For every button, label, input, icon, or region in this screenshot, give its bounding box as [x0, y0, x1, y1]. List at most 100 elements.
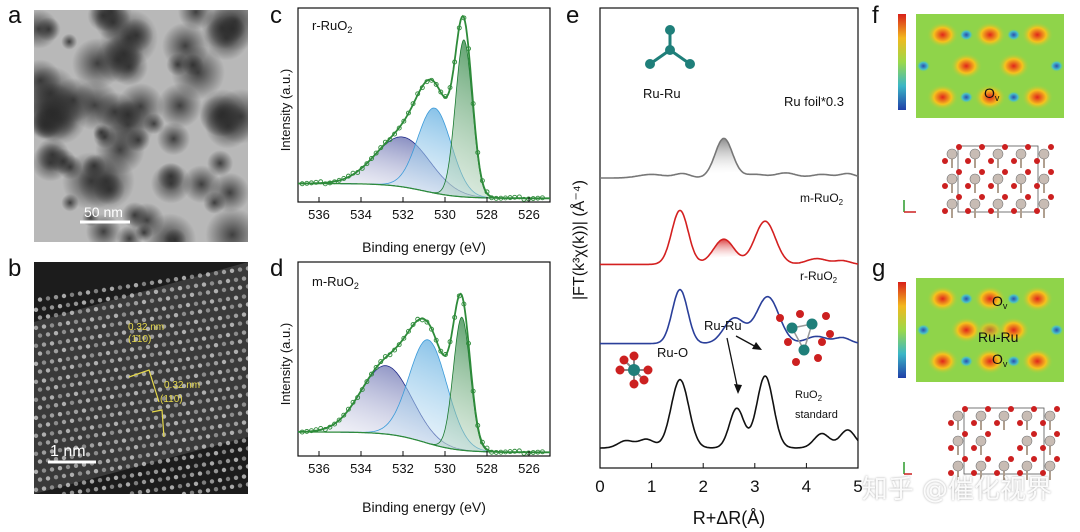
charge-density-map-g: Ov Ru-Ru Ov	[898, 278, 1064, 480]
data-point	[498, 195, 504, 201]
ru-atom	[1038, 173, 1050, 185]
data-point	[415, 316, 421, 322]
axis-triad-icon	[903, 462, 912, 475]
ru-atom	[952, 460, 964, 472]
ru-atom	[992, 173, 1004, 185]
arrow-line	[726, 337, 739, 391]
o-atom	[1025, 194, 1031, 200]
o-atom	[1002, 169, 1008, 175]
data-point	[470, 388, 476, 394]
ru-atom	[946, 198, 958, 210]
data-point	[475, 150, 481, 155]
data-point	[299, 429, 305, 435]
data-point	[456, 293, 462, 299]
data-point	[364, 379, 370, 385]
ru-atom	[969, 198, 981, 210]
crystal-structure-f	[942, 144, 1054, 218]
data-point	[341, 412, 347, 418]
data-point	[345, 173, 351, 179]
panel-letter-f: f	[872, 2, 879, 29]
data-point	[359, 387, 365, 393]
ru-cluster-icon	[776, 310, 834, 366]
data-point	[429, 326, 435, 332]
o-atom	[1031, 456, 1037, 462]
o-atom	[942, 183, 948, 189]
data-point	[424, 79, 430, 85]
o-atom	[1040, 470, 1046, 476]
o-atom	[994, 470, 1000, 476]
data-point	[470, 101, 476, 107]
ru-atom	[1044, 460, 1056, 472]
o-atom	[1008, 406, 1014, 412]
data-point	[484, 445, 490, 451]
data-point	[419, 317, 425, 323]
data-point	[318, 425, 324, 431]
ru-atom	[952, 410, 964, 422]
y-axis-label: |FT(k³χ(k))| (Å⁻⁴)	[569, 180, 588, 300]
ru-atom	[952, 435, 964, 447]
x-tick-label: 1	[647, 477, 656, 496]
lattice-d2: 0.32 nm	[164, 380, 200, 391]
o-atom	[971, 470, 977, 476]
o-atom	[985, 406, 991, 412]
o-atom	[971, 420, 977, 426]
data-point	[406, 328, 411, 334]
data-point	[322, 427, 328, 432]
data-point	[369, 371, 374, 377]
data-point	[396, 342, 402, 348]
ru-atom	[1038, 198, 1050, 210]
panel-letter-c: c	[270, 2, 282, 29]
data-point	[341, 176, 347, 181]
ru-atom	[1015, 173, 1027, 185]
data-point	[364, 161, 370, 167]
lattice-plane2: (110)	[160, 394, 183, 405]
ru-atom	[975, 435, 987, 447]
o-atom	[1031, 406, 1037, 412]
o-atom	[1017, 420, 1023, 426]
o-atom	[979, 169, 985, 175]
o-atom	[1025, 144, 1031, 150]
panel-letter-b: b	[8, 255, 22, 282]
x-tick-label: 0	[595, 477, 604, 496]
x-tick-label: 534	[350, 461, 372, 476]
x-tick-label: 4	[802, 477, 811, 496]
ru-ru-peak-fill	[705, 138, 742, 174]
data-point	[327, 424, 333, 430]
std-label-2: standard	[795, 409, 838, 421]
ruo6-octahedron-icon	[615, 351, 653, 389]
data-point	[410, 101, 416, 107]
o-atom	[1054, 456, 1060, 462]
data-point	[424, 319, 430, 325]
data-point	[304, 180, 310, 186]
o-atom	[1017, 445, 1023, 451]
vacancy-label-top: Ov	[992, 293, 1008, 311]
data-point	[373, 364, 379, 370]
data-point	[521, 196, 527, 202]
data-point	[493, 195, 499, 201]
x-tick-label: 532	[392, 207, 414, 222]
o-atom	[948, 445, 954, 451]
o-atom	[956, 144, 962, 150]
data-point	[539, 449, 545, 455]
data-point	[452, 314, 458, 320]
o-atom	[1054, 406, 1060, 412]
foil-label: Ru foil*0.3	[784, 94, 844, 109]
data-point	[530, 450, 536, 455]
data-point	[415, 91, 421, 97]
ru-atom	[975, 410, 987, 422]
data-point	[401, 118, 407, 124]
data-point	[447, 85, 453, 91]
o-atom	[962, 406, 968, 412]
data-point	[461, 15, 467, 21]
o-atom	[956, 194, 962, 200]
exafs-series-0	[600, 137, 859, 179]
data-point	[336, 417, 342, 423]
plot-frame	[297, 7, 551, 203]
ru-o-label: Ru-O	[657, 345, 688, 360]
o-atom	[942, 208, 948, 214]
data-point	[419, 85, 425, 91]
plot-frame	[599, 7, 859, 469]
data-point	[350, 399, 356, 405]
